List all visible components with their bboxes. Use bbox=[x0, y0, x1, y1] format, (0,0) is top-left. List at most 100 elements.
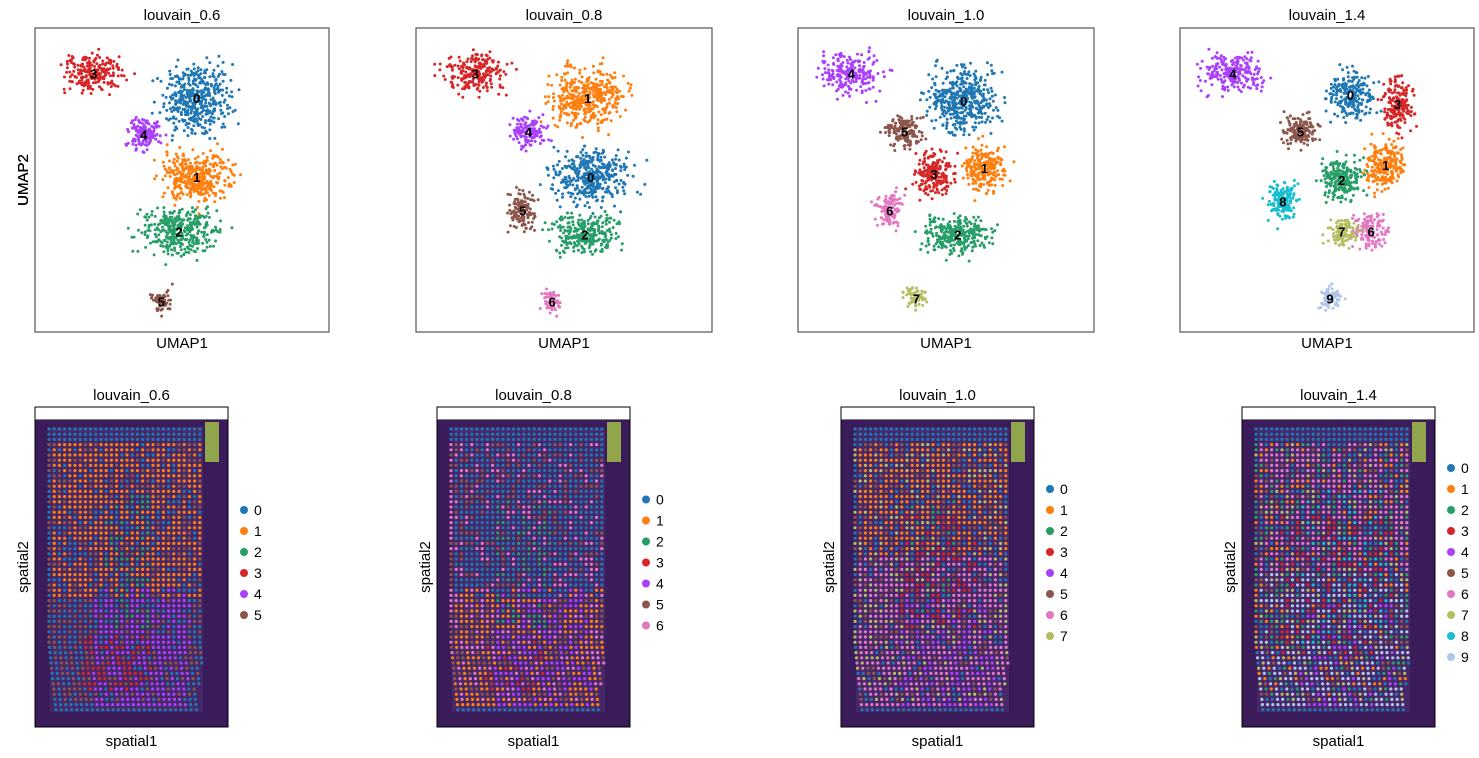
data-point bbox=[191, 88, 195, 92]
data-point bbox=[565, 112, 569, 116]
data-point bbox=[171, 160, 175, 164]
data-point bbox=[209, 82, 213, 86]
data-point bbox=[170, 248, 173, 252]
data-point bbox=[159, 244, 163, 248]
data-point bbox=[526, 202, 530, 206]
data-point bbox=[561, 93, 564, 97]
data-point bbox=[1000, 70, 1004, 74]
data-point bbox=[568, 92, 572, 96]
data-point bbox=[971, 125, 975, 129]
data-point bbox=[200, 178, 204, 182]
data-point bbox=[920, 295, 924, 299]
data-point bbox=[943, 186, 947, 190]
data-point bbox=[554, 191, 558, 195]
data-point bbox=[623, 182, 627, 186]
data-point bbox=[85, 70, 88, 74]
data-point bbox=[463, 85, 467, 89]
data-point bbox=[520, 224, 524, 227]
data-point bbox=[966, 173, 969, 177]
data-point bbox=[1345, 65, 1349, 69]
data-point bbox=[197, 99, 200, 103]
data-point bbox=[945, 75, 949, 79]
data-point bbox=[563, 175, 567, 179]
data-point bbox=[178, 211, 182, 214]
cluster-label: 1 bbox=[981, 161, 988, 176]
data-point bbox=[832, 63, 836, 66]
data-point bbox=[611, 168, 614, 172]
data-point bbox=[932, 102, 936, 106]
data-point bbox=[165, 153, 169, 157]
data-point bbox=[848, 55, 851, 59]
data-point bbox=[498, 74, 502, 78]
data-point bbox=[135, 147, 138, 151]
data-point bbox=[214, 225, 217, 229]
data-point bbox=[948, 104, 952, 108]
data-point bbox=[185, 233, 188, 237]
data-point bbox=[831, 56, 835, 60]
data-point bbox=[952, 68, 956, 72]
data-point bbox=[165, 143, 169, 147]
data-point bbox=[923, 160, 927, 163]
data-point bbox=[917, 171, 921, 175]
data-point bbox=[193, 112, 197, 116]
data-point bbox=[558, 255, 562, 259]
data-point bbox=[941, 123, 945, 127]
data-point bbox=[872, 54, 876, 58]
data-point bbox=[549, 187, 553, 191]
data-point bbox=[599, 214, 603, 218]
data-point bbox=[569, 83, 573, 87]
data-point bbox=[615, 191, 619, 195]
data-point bbox=[157, 233, 161, 237]
data-point bbox=[173, 203, 177, 207]
data-point bbox=[603, 181, 607, 185]
data-point bbox=[924, 187, 928, 191]
data-point bbox=[933, 107, 937, 111]
data-point bbox=[174, 103, 178, 106]
data-point bbox=[614, 90, 618, 94]
data-point bbox=[179, 254, 183, 258]
data-point bbox=[145, 212, 149, 216]
data-point bbox=[101, 59, 105, 63]
data-point bbox=[163, 239, 167, 243]
data-point bbox=[980, 241, 984, 245]
data-point bbox=[574, 227, 578, 231]
data-point bbox=[589, 81, 593, 85]
data-point bbox=[601, 151, 604, 155]
data-point bbox=[911, 120, 915, 124]
data-point bbox=[923, 181, 927, 185]
data-point bbox=[581, 136, 584, 139]
data-point bbox=[980, 120, 984, 124]
data-point bbox=[597, 226, 601, 230]
data-point bbox=[903, 147, 907, 151]
data-point bbox=[974, 244, 977, 248]
data-point bbox=[1003, 101, 1007, 105]
data-point bbox=[579, 156, 583, 160]
data-point bbox=[579, 150, 583, 154]
data-point bbox=[849, 62, 853, 66]
data-point bbox=[561, 217, 564, 221]
data-point bbox=[580, 251, 584, 254]
data-point bbox=[517, 192, 521, 196]
data-point bbox=[915, 116, 919, 120]
data-point bbox=[848, 94, 852, 98]
data-point bbox=[921, 171, 925, 175]
data-point bbox=[171, 105, 175, 109]
data-point bbox=[571, 106, 575, 110]
data-point bbox=[189, 248, 193, 252]
data-point bbox=[868, 46, 872, 50]
data-point bbox=[971, 182, 975, 185]
data-point bbox=[928, 213, 932, 217]
data-point bbox=[980, 99, 984, 103]
data-point bbox=[553, 123, 557, 127]
data-point bbox=[920, 242, 924, 246]
data-point bbox=[206, 82, 210, 86]
data-point bbox=[591, 111, 595, 115]
data-point bbox=[555, 220, 559, 224]
data-point bbox=[173, 164, 177, 168]
data-point bbox=[120, 68, 124, 72]
data-point bbox=[182, 218, 186, 222]
data-point bbox=[955, 112, 959, 116]
data-point bbox=[960, 164, 964, 168]
data-point bbox=[953, 109, 956, 113]
data-point bbox=[591, 100, 595, 104]
